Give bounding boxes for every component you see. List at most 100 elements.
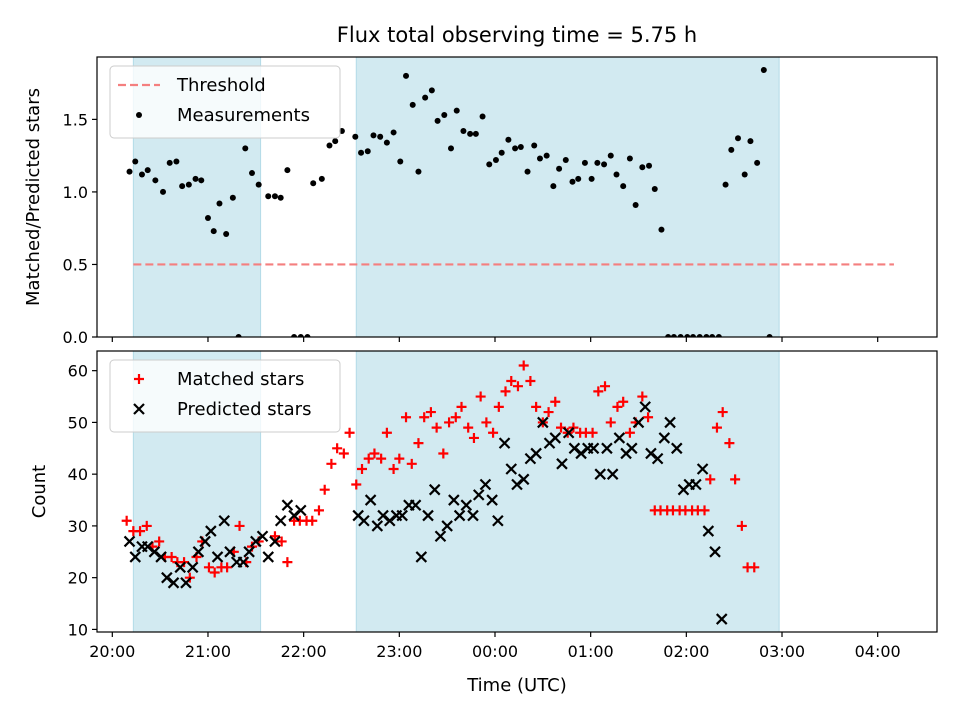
data-point: [224, 546, 236, 558]
data-point: [684, 334, 691, 337]
data-point: [397, 158, 404, 165]
data-point: [702, 525, 715, 537]
data-point: [434, 117, 441, 124]
data-point: [709, 546, 721, 558]
data-point: [422, 509, 434, 522]
x-tick-label: 22:00: [281, 642, 327, 661]
data-point: [186, 561, 199, 574]
data-point: [234, 520, 245, 531]
data-point: [284, 167, 291, 174]
data-point: [135, 526, 146, 537]
data-point: [531, 142, 538, 149]
data-point: [332, 443, 343, 454]
count-panel: 10 20 30 40 50 60 20:00 21:00 22:00 23:00 00:00 01:…: [68, 350, 938, 661]
series-measurements: [126, 67, 773, 337]
y-tick-label: 1.0: [63, 183, 88, 202]
data-point: [607, 152, 614, 159]
chart-title: Flux total observing time = 5.75 h: [337, 23, 697, 47]
data-point: [658, 432, 671, 444]
data-point: [651, 452, 664, 465]
data-point: [138, 171, 145, 178]
legend-label: Matched stars: [177, 369, 304, 390]
data-point: [269, 531, 280, 542]
data-point: [222, 562, 233, 573]
data-point: [639, 164, 646, 171]
data-point: [736, 520, 747, 531]
data-point: [498, 437, 511, 449]
data-point: [749, 562, 760, 573]
data-point: [369, 448, 380, 459]
data-point: [518, 360, 529, 371]
data-point: [371, 520, 384, 532]
data-point: [415, 551, 428, 563]
data-point: [377, 133, 384, 140]
data-point: [735, 135, 742, 142]
data-point: [646, 162, 653, 169]
data-point: [242, 145, 249, 152]
data-point: [192, 175, 199, 182]
data-point: [543, 152, 550, 159]
data-point: [174, 561, 187, 574]
data-point: [498, 149, 505, 156]
data-point: [276, 536, 287, 547]
data-point: [211, 551, 224, 563]
data-point: [318, 175, 325, 182]
data-point: [588, 175, 595, 182]
data-point: [255, 181, 262, 188]
data-point: [394, 453, 405, 464]
legend-marker: [134, 374, 144, 384]
y-axis-label-ratio: Matched/Predicted stars: [23, 88, 44, 306]
data-point: [562, 426, 575, 439]
data-point: [486, 161, 493, 168]
data-point: [709, 334, 716, 337]
data-point: [575, 175, 582, 182]
data-point: [550, 183, 557, 190]
data-point: [481, 417, 492, 428]
data-point: [216, 200, 223, 207]
data-point: [326, 458, 337, 469]
legend-marker: [133, 403, 145, 415]
data-point: [304, 334, 311, 337]
data-point: [699, 505, 710, 516]
data-point: [223, 230, 230, 237]
data-point: [401, 412, 412, 423]
y-axis-label-count: Count: [29, 465, 50, 518]
data-point: [152, 177, 159, 184]
data-point: [543, 407, 554, 418]
data-point: [413, 438, 424, 449]
data-point: [307, 515, 318, 526]
data-point: [479, 113, 486, 120]
data-point: [262, 551, 275, 563]
data-point: [472, 130, 479, 137]
data-point: [626, 155, 633, 162]
data-point: [690, 334, 697, 337]
data-point: [525, 376, 536, 387]
data-point: [665, 334, 672, 337]
data-point: [447, 145, 454, 152]
x-tick-label: 02:00: [663, 642, 709, 661]
data-point: [506, 376, 517, 387]
data-point: [754, 159, 761, 166]
data-point: [728, 146, 735, 153]
data-point: [256, 530, 269, 543]
data-point: [388, 463, 399, 474]
data-point: [536, 155, 543, 162]
data-point: [281, 499, 294, 511]
data-point: [364, 148, 371, 155]
data-point: [185, 181, 192, 188]
x-tick-label: 04:00: [855, 642, 901, 661]
data-point: [313, 505, 324, 516]
data-point: [319, 484, 330, 495]
data-point: [351, 479, 362, 490]
legend-label: Threshold: [176, 75, 266, 96]
legend: Matched stars Predicted stars: [109, 359, 341, 433]
data-point: [269, 535, 281, 548]
data-point: [364, 494, 377, 506]
data-point: [747, 138, 754, 145]
data-point: [492, 157, 499, 164]
data-point: [166, 159, 173, 166]
observing-window-band: [355, 351, 780, 632]
legend-marker: [136, 112, 142, 118]
data-point: [612, 401, 623, 412]
x-tick-label: 01:00: [568, 642, 614, 661]
